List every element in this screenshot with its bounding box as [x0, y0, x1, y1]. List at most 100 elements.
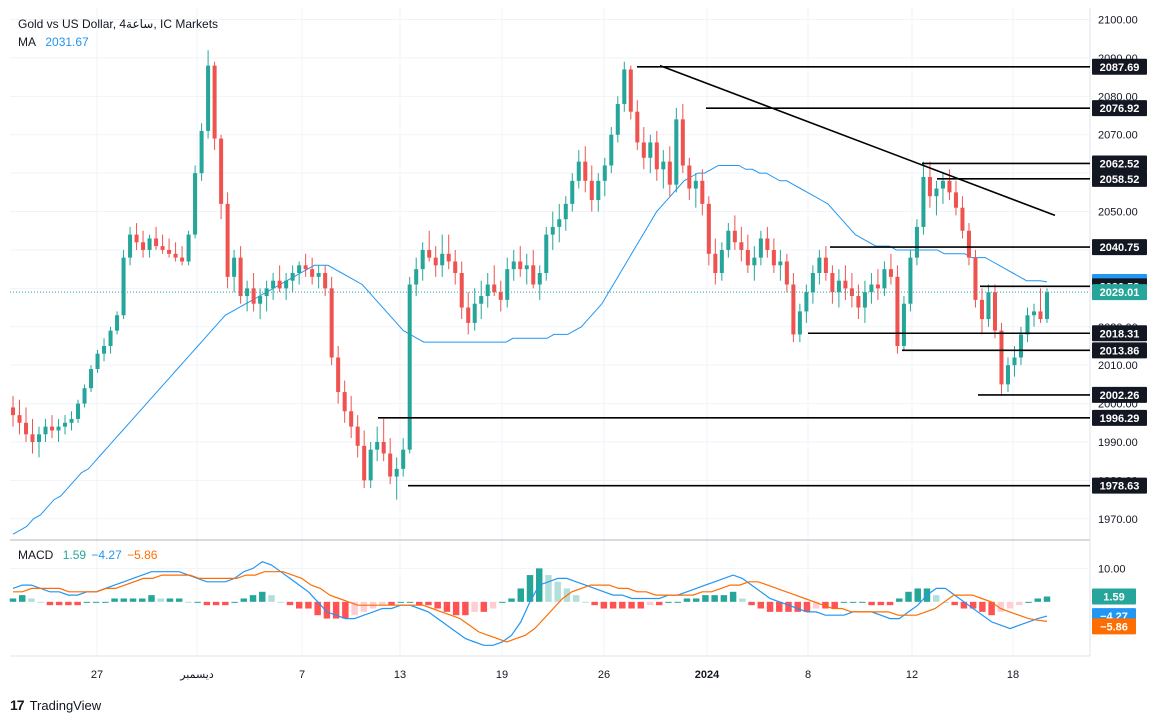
candle-body	[856, 296, 861, 308]
candle	[862, 280, 867, 323]
price-tag: 2062.52	[1092, 155, 1147, 172]
ma-legend[interactable]: MA 2031.67	[18, 35, 95, 49]
macd-histogram-bar	[619, 601, 626, 609]
price-tag-box	[1092, 325, 1147, 342]
candle	[830, 265, 835, 304]
macd-histogram-bar	[462, 601, 469, 616]
time-axis[interactable]: 27 ديسمبر 7 13 19 26 2024 8 12 18	[91, 669, 1019, 681]
price-tag: 1978.63	[1092, 477, 1147, 494]
price-tag: 2087.69	[1092, 58, 1147, 75]
candle-body	[102, 345, 107, 354]
candle	[206, 50, 211, 139]
candle-body	[667, 161, 672, 185]
ma-line	[12, 165, 1048, 535]
price-tag: 2040.75	[1092, 239, 1147, 256]
candle-body	[264, 288, 269, 297]
candle-body	[661, 161, 666, 170]
candle	[726, 223, 731, 258]
candle	[355, 415, 360, 458]
macd-histogram-bar	[849, 601, 857, 603]
macd-histogram-bar	[443, 601, 451, 612]
candle-body	[986, 292, 991, 320]
candle-body	[888, 269, 893, 277]
candle-body	[713, 253, 718, 273]
candle-body	[914, 226, 919, 258]
candle	[583, 146, 588, 193]
candle	[323, 265, 328, 297]
macd-histogram-bar	[452, 601, 460, 616]
descending-trendline	[659, 64, 1056, 217]
candle	[960, 196, 965, 239]
tradingview-logo[interactable]: 17 TradingView	[10, 697, 101, 713]
candle	[290, 265, 295, 293]
macd-histogram-bar	[1034, 598, 1041, 602]
candle	[225, 192, 230, 289]
candle	[927, 161, 932, 208]
macd-histogram-bar	[656, 601, 663, 606]
macd-histogram-bar	[323, 601, 331, 619]
candle	[427, 230, 432, 262]
macd-histogram-bar	[83, 601, 91, 603]
candle-body	[544, 234, 549, 273]
candle	[375, 426, 380, 462]
candle-body	[1038, 311, 1043, 320]
macd-histogram-bar	[19, 595, 26, 602]
candle-body	[420, 249, 425, 270]
symbol-legend[interactable]: Gold vs US Dollar, 4ساعة, IC Markets	[18, 17, 224, 31]
candle-body	[953, 192, 958, 208]
candle-body	[30, 434, 35, 442]
candle-body	[446, 253, 451, 262]
candle-body	[999, 330, 1004, 385]
candle	[654, 130, 659, 181]
candle	[856, 284, 861, 320]
macd-histogram-bar	[259, 591, 266, 602]
candle	[979, 288, 984, 335]
time-tick-label: 8	[805, 669, 811, 681]
candle-body	[882, 269, 887, 289]
candle	[921, 161, 926, 235]
candle-body	[349, 411, 354, 427]
candle	[381, 418, 386, 462]
macd-histogram-bar	[249, 595, 257, 602]
candle-body	[966, 230, 971, 258]
candle	[43, 418, 48, 442]
candle-body	[76, 403, 81, 419]
candle	[10, 395, 16, 427]
candle	[914, 219, 919, 266]
macd-value-tag-box	[1092, 588, 1136, 605]
price-tag-label: 2058.52	[1100, 174, 1140, 186]
candle	[823, 246, 828, 281]
candle	[719, 242, 724, 281]
candle-body	[583, 161, 588, 181]
candle	[908, 249, 913, 312]
macd-histogram-bar	[886, 601, 894, 606]
candle-body	[602, 165, 607, 181]
ma-label: MA	[18, 35, 36, 49]
candle	[316, 265, 321, 289]
candle-body	[628, 69, 633, 112]
candle-body	[1044, 292, 1050, 320]
macd-histogram-bar	[859, 601, 866, 603]
price-tag-box	[1092, 239, 1147, 256]
price-tag: 2002.26	[1092, 386, 1147, 403]
time-tick-label: 26	[598, 669, 610, 681]
candle	[641, 127, 646, 170]
macd-histogram-bar	[397, 601, 404, 603]
candle	[745, 234, 750, 273]
candle-body	[784, 261, 789, 285]
price-tag-box	[1092, 155, 1147, 172]
macd-histogram-bar	[932, 595, 940, 602]
price-tag-label: 2029.01	[1100, 287, 1140, 299]
time-tick-label: ديسمبر	[179, 669, 214, 681]
candle-body	[427, 249, 432, 258]
candle	[264, 280, 269, 312]
macd-legend[interactable]: MACD 1.59 −4.27 −5.86	[18, 548, 163, 562]
candle-body	[1018, 334, 1024, 358]
candle-body	[693, 180, 698, 189]
candle-body	[498, 292, 503, 300]
candle	[219, 134, 224, 220]
candle-body	[758, 238, 763, 258]
macd-signal-value: −5.86	[127, 548, 158, 562]
candle	[160, 234, 165, 254]
candle-body	[479, 296, 484, 304]
